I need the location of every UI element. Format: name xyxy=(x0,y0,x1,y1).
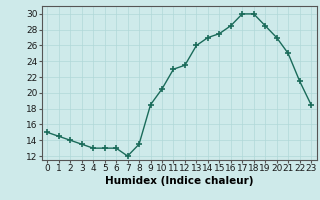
X-axis label: Humidex (Indice chaleur): Humidex (Indice chaleur) xyxy=(105,176,253,186)
